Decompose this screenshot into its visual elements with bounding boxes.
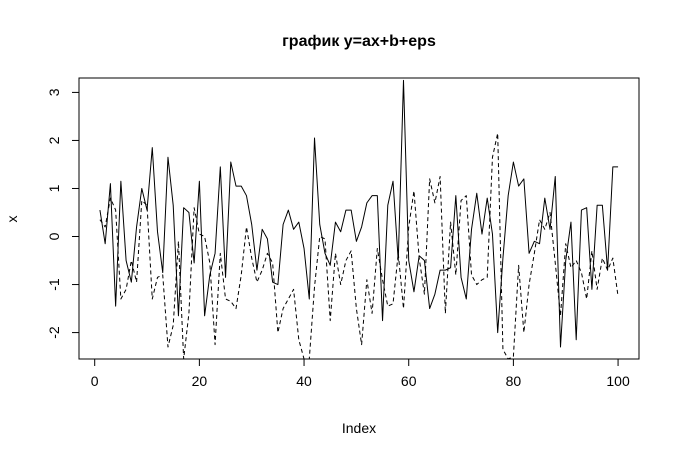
y-tick-label: 2 (46, 136, 62, 144)
y-tick-label: 3 (46, 88, 62, 96)
y-tick-label: 1 (46, 184, 62, 192)
x-axis-label: Index (342, 420, 376, 436)
series-line-solid (99, 79, 619, 348)
y-axis-label: x (4, 216, 20, 223)
series-layer (99, 79, 619, 359)
x-axis: 0 20 40 60 80 100 (91, 358, 630, 389)
series-line-dashed (99, 132, 619, 359)
y-tick-label: -2 (46, 326, 62, 339)
y-tick-label: 0 (46, 232, 62, 240)
x-tick-label: 40 (296, 373, 312, 389)
y-tick-label: -1 (46, 278, 62, 291)
y-axis: -2 -1 0 1 2 3 (46, 88, 80, 339)
chart-title: график y=ax+b+eps (282, 33, 436, 50)
x-tick-label: 60 (401, 373, 417, 389)
plot-frame (78, 77, 640, 360)
x-tick-label: 0 (91, 373, 99, 389)
x-tick-label: 100 (606, 373, 630, 389)
x-tick-label: 80 (506, 373, 522, 389)
x-tick-label: 20 (192, 373, 208, 389)
